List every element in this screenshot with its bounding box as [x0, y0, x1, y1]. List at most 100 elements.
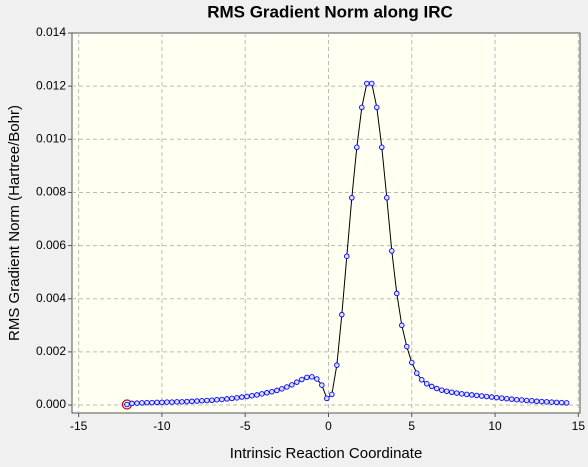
- point: [234, 395, 240, 401]
- point: [419, 377, 425, 383]
- point: [264, 390, 270, 396]
- x-tick-label: -15: [70, 419, 88, 433]
- point: [204, 397, 210, 404]
- point: [319, 382, 325, 388]
- point: [219, 396, 225, 403]
- point: [528, 398, 535, 404]
- point: [279, 386, 285, 392]
- point: [444, 388, 450, 394]
- point: [399, 322, 405, 329]
- point: [488, 394, 495, 400]
- x-tick-label: 10: [488, 419, 502, 433]
- point: [239, 394, 245, 400]
- point: [344, 253, 350, 259]
- point: [503, 395, 510, 402]
- point: [478, 393, 485, 399]
- point: [473, 392, 480, 399]
- point: [518, 397, 525, 403]
- point: [429, 383, 435, 390]
- point: [274, 387, 280, 394]
- y-axis-title: RMS Gradient Norm (Hartree/Bohr): [6, 105, 23, 341]
- point: [439, 387, 445, 393]
- point: [508, 396, 515, 402]
- point: [149, 399, 155, 406]
- point: [199, 398, 205, 404]
- point: [414, 370, 420, 376]
- point: [548, 399, 555, 405]
- point: [249, 392, 255, 399]
- point: [334, 362, 340, 368]
- point: [409, 359, 415, 366]
- x-tick-label: 15: [572, 419, 586, 433]
- point: [359, 104, 365, 111]
- point: [513, 396, 520, 403]
- point: [174, 399, 180, 405]
- point: [309, 374, 315, 380]
- y-tick-label: 0.000: [36, 397, 66, 411]
- point: [558, 399, 565, 406]
- point: [124, 401, 130, 408]
- point: [458, 391, 465, 397]
- point: [424, 381, 430, 387]
- point: [339, 311, 345, 318]
- y-tick-label: 0.002: [36, 344, 66, 358]
- point: [184, 398, 190, 405]
- point: [449, 389, 455, 396]
- point: [314, 376, 320, 382]
- point: [214, 396, 220, 403]
- plot-area: [71, 32, 581, 414]
- point: [189, 398, 195, 405]
- point: [269, 388, 275, 395]
- point: [533, 398, 540, 405]
- point: [374, 104, 380, 111]
- point: [468, 392, 475, 398]
- point: [284, 384, 290, 390]
- point: [154, 399, 160, 406]
- x-tick-label: 0: [325, 419, 332, 433]
- x-tick-label: -5: [240, 419, 251, 433]
- point: [324, 395, 330, 402]
- point: [289, 382, 295, 388]
- y-tick-label: 0.010: [36, 131, 66, 145]
- chart-title: RMS Gradient Norm along IRC: [207, 2, 453, 21]
- y-tick-label: 0.012: [36, 78, 66, 92]
- point: [159, 399, 165, 406]
- point: [349, 195, 355, 201]
- point: [294, 379, 300, 385]
- point: [259, 391, 265, 397]
- point: [134, 400, 140, 406]
- x-tick-label: -10: [153, 419, 171, 433]
- y-tick-label: 0.006: [36, 238, 66, 252]
- point: [369, 80, 375, 87]
- point: [538, 398, 545, 405]
- x-axis-title: Intrinsic Reaction Coordinate: [230, 445, 423, 462]
- point: [498, 395, 505, 401]
- point: [463, 391, 470, 398]
- point: [483, 393, 490, 400]
- point: [329, 391, 335, 398]
- point: [299, 376, 305, 383]
- point: [553, 399, 560, 406]
- point: [384, 195, 390, 201]
- point: [144, 399, 150, 406]
- point: [354, 144, 360, 151]
- point: [563, 400, 570, 406]
- point: [164, 399, 170, 405]
- point: [254, 392, 260, 398]
- point: [194, 398, 200, 404]
- point: [224, 396, 230, 402]
- point: [379, 144, 385, 151]
- point: [364, 80, 370, 87]
- x-tick-label: 5: [408, 419, 415, 433]
- point: [453, 390, 460, 396]
- y-tick-label: 0.008: [36, 185, 66, 199]
- point: [209, 397, 215, 403]
- y-tick-label: 0.014: [36, 25, 66, 39]
- point: [129, 400, 135, 407]
- point: [394, 290, 400, 297]
- point: [543, 399, 550, 405]
- point: [404, 343, 410, 350]
- point: [304, 374, 310, 381]
